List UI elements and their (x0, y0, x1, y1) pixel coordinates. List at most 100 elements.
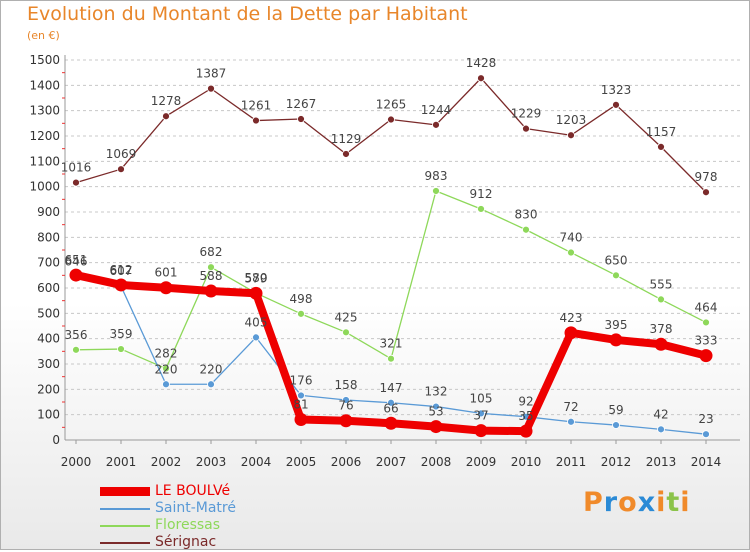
data-label-saint-matr-: 220 (155, 362, 178, 376)
data-label-floressas: 830 (515, 208, 538, 222)
y-tick-label: 100 (37, 408, 60, 422)
point-s-rignac (432, 120, 440, 129)
point-s-rignac (612, 100, 620, 109)
data-label-floressas: 740 (560, 231, 583, 245)
data-label-saint-matr-: 607 (110, 264, 133, 278)
point-s-rignac (162, 112, 170, 121)
point-floressas (567, 248, 575, 257)
point-s-rignac (117, 165, 125, 174)
logo-letter: i (680, 487, 691, 518)
point-s-rignac (297, 115, 305, 123)
point-floressas (702, 318, 710, 327)
legend-label-serignac: Sérignac (155, 534, 217, 550)
data-label-s-rignac: 1278 (151, 94, 182, 108)
point-s-rignac (387, 115, 395, 124)
x-tick-label: 2008 (421, 455, 452, 469)
data-label-floressas: 912 (470, 187, 493, 201)
legend-label-saint-matre: Saint-Matré (155, 500, 236, 516)
y-tick-label: 0 (52, 433, 60, 447)
point-saint-matr- (252, 333, 260, 342)
data-label-le-boulv-: 601 (155, 266, 178, 280)
y-tick-label: 200 (37, 382, 60, 396)
data-label-floressas: 282 (155, 347, 178, 361)
point-saint-matr- (297, 391, 305, 400)
x-tick-label: 2004 (241, 455, 272, 469)
data-label-floressas: 356 (65, 328, 88, 342)
data-label-s-rignac: 1016 (61, 161, 92, 175)
data-label-floressas: 498 (290, 292, 313, 306)
x-tick-label: 2002 (151, 455, 182, 469)
point-saint-matr- (342, 396, 350, 404)
data-label-floressas: 983 (425, 169, 448, 183)
point-floressas (657, 295, 665, 304)
point-le-boulv- (249, 286, 263, 300)
data-label-floressas: 464 (695, 300, 718, 314)
point-le-boulv- (159, 281, 173, 295)
data-label-s-rignac: 1265 (376, 98, 407, 112)
data-label-s-rignac: 1229 (511, 107, 542, 121)
data-label-le-boulv-: 378 (650, 322, 673, 336)
data-label-saint-matr-: 158 (335, 378, 358, 392)
data-label-floressas: 321 (380, 337, 403, 351)
data-label-s-rignac: 1387 (196, 67, 227, 81)
data-label-saint-matr-: 176 (290, 373, 313, 387)
point-saint-matr- (387, 398, 395, 407)
point-le-boulv- (654, 337, 668, 351)
legend-swatch-le-boulve (100, 487, 150, 496)
y-tick-label: 1400 (29, 78, 60, 92)
point-saint-matr- (432, 402, 440, 411)
data-label-le-boulv-: 333 (695, 334, 718, 348)
legend-swatch-saint-matre (100, 508, 150, 510)
proxiti-logo: Proxiti (583, 487, 691, 518)
point-saint-matr- (567, 417, 575, 426)
point-saint-matr- (612, 421, 620, 429)
data-label-s-rignac: 1244 (421, 103, 452, 117)
data-label-saint-matr-: 132 (425, 385, 448, 399)
point-s-rignac (207, 84, 215, 93)
data-label-saint-matr-: 147 (380, 381, 403, 395)
x-tick-label: 2001 (106, 455, 137, 469)
point-floressas (612, 271, 620, 280)
logo-letter: i (656, 487, 667, 518)
x-tick-label: 2013 (646, 455, 677, 469)
data-label-s-rignac: 1267 (286, 97, 317, 111)
point-s-rignac (477, 74, 485, 83)
point-saint-matr- (702, 430, 710, 439)
unit-label: (en €) (27, 29, 60, 42)
point-floressas (207, 263, 215, 272)
y-tick-label: 400 (37, 332, 60, 346)
data-label-saint-matr-: 92 (518, 395, 533, 409)
data-label-le-boulv-: 66 (383, 401, 398, 415)
y-tick-label: 1300 (29, 104, 60, 118)
x-tick-label: 2014 (691, 455, 722, 469)
logo-letter: o (618, 487, 638, 518)
point-le-boulv- (69, 268, 83, 282)
point-le-boulv- (294, 412, 308, 426)
point-floressas (387, 354, 395, 363)
y-tick-label: 900 (37, 205, 60, 219)
point-floressas (162, 364, 170, 373)
data-label-s-rignac: 1428 (466, 56, 497, 70)
data-label-s-rignac: 1261 (241, 99, 272, 113)
data-label-saint-matr-: 72 (563, 400, 578, 414)
data-labels: 1016 1069 1278 1387 1261 1267 1129 1265 1244 1428… (61, 56, 718, 426)
x-tick-label: 2010 (511, 455, 542, 469)
legend-label-floressas: Floressas (155, 517, 221, 533)
logo-letter: x (637, 487, 657, 518)
point-floressas (477, 205, 485, 213)
data-label-floressas: 359 (110, 327, 133, 341)
data-label-saint-matr-: 42 (653, 407, 668, 421)
y-tick-label: 500 (37, 306, 60, 320)
data-label-le-boulv-: 423 (560, 311, 583, 325)
logo-letter: t (666, 487, 681, 518)
point-le-boulv- (609, 333, 623, 347)
data-label-floressas: 580 (245, 271, 268, 285)
legend-swatch-floressas (100, 525, 150, 527)
data-label-le-boulv-: 37 (473, 409, 488, 423)
point-floressas (72, 345, 80, 354)
data-label-saint-matr-: 59 (608, 403, 623, 417)
x-tick-label: 2009 (466, 455, 497, 469)
data-label-s-rignac: 1203 (556, 113, 587, 127)
data-label-le-boulv-: 76 (338, 399, 353, 413)
